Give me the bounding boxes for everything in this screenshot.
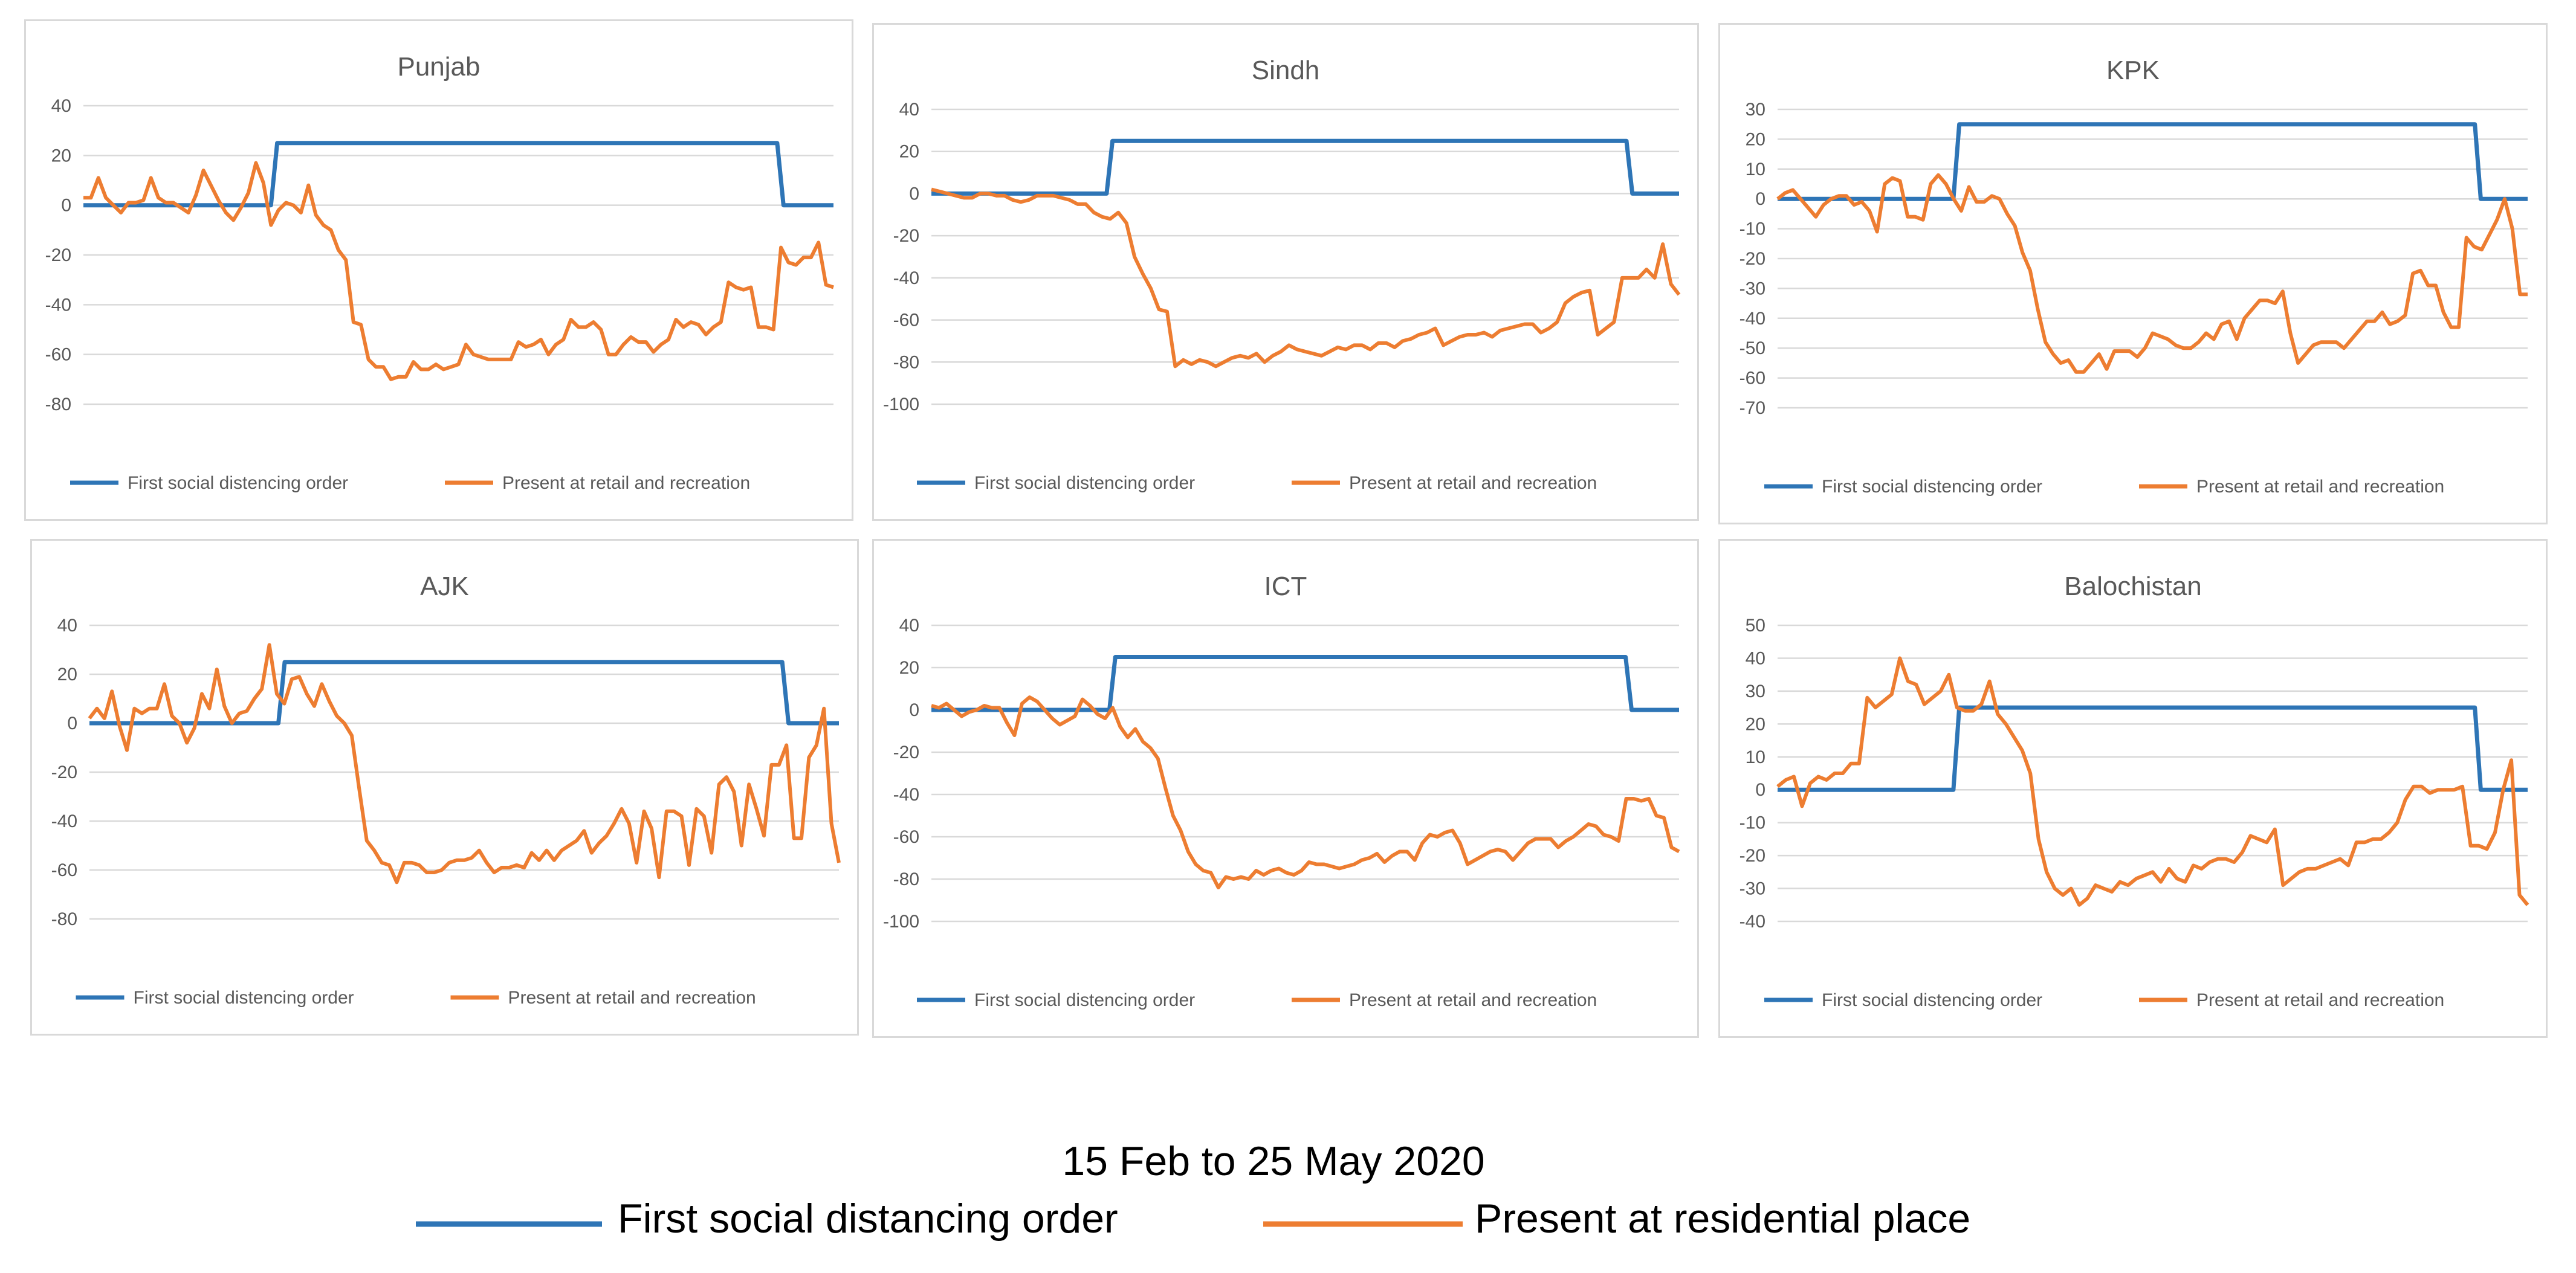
chart-title: Punjab <box>397 52 480 82</box>
series-line-retail-recreation <box>931 187 1681 369</box>
series-line-social-distancing-order <box>83 141 833 208</box>
y-tick-label: -80 <box>893 352 919 372</box>
y-tick-label: 20 <box>51 146 71 166</box>
y-tick-label: 0 <box>61 196 71 216</box>
chart-title: Balochistan <box>2064 572 2201 601</box>
y-tick-label: 40 <box>51 96 71 116</box>
chart-panel-balochistan: Balochistan 50 40 30 20 10 0 -10 -20 -30 -40 First … <box>1718 539 2548 1038</box>
series-line-retail-recreation <box>83 161 834 381</box>
y-tick-label: 40 <box>899 616 919 636</box>
legend-orange-label: Present at retail and recreation <box>1349 990 1597 1010</box>
chart-panel-sindh: Sindh 40 20 0 -20 -40 -60 -80 -100 First social d… <box>872 23 1699 521</box>
legend-blue-label: First social distencing order <box>1822 990 2042 1010</box>
chart-svg: KPK 30 20 10 0 -10 -20 -30 -40 -50 -60 -70 First soc… <box>1739 56 2528 497</box>
y-tick-label: 0 <box>67 714 77 733</box>
y-tick-label: -10 <box>1739 219 1765 239</box>
legend-blue-label: First social distencing order <box>1822 477 2042 497</box>
series-line-social-distancing-order <box>931 138 1679 196</box>
y-tick-label: 20 <box>1746 714 1765 734</box>
chart-panel-ajk: AJK 40 20 0 -20 -40 -60 -80 First social distenc… <box>30 539 859 1036</box>
y-tick-label: 20 <box>57 665 77 685</box>
y-tick-label: 50 <box>1746 616 1765 636</box>
y-tick-label: 40 <box>57 616 77 636</box>
y-tick-label: -20 <box>1739 846 1765 866</box>
series-line-social-distancing-order <box>89 660 839 726</box>
y-tick-label: -60 <box>45 345 71 365</box>
series-line-social-distancing-order <box>1778 122 2528 201</box>
y-tick-label: 20 <box>899 658 919 678</box>
legend-orange-label: Present at retail and recreation <box>2196 477 2444 497</box>
chart-svg: Balochistan 50 40 30 20 10 0 -10 -20 -30 -40 First … <box>1739 572 2529 1010</box>
chart-svg: ICT 40 20 0 -20 -40 -60 -80 -100 First social dis… <box>883 572 1680 1010</box>
y-tick-label: -20 <box>45 245 71 265</box>
y-tick-label: -60 <box>51 860 77 880</box>
chart-title: Sindh <box>1252 56 1320 85</box>
y-tick-label: -80 <box>893 869 919 889</box>
y-tick-label: -40 <box>1739 309 1765 329</box>
chart-title: ICT <box>1264 572 1307 601</box>
legend-blue-label: First social distencing order <box>974 990 1195 1010</box>
y-tick-label: -40 <box>45 295 71 315</box>
y-tick-label: 40 <box>899 100 919 120</box>
y-tick-label: -40 <box>893 785 919 805</box>
series-line-retail-recreation <box>88 643 841 885</box>
y-tick-label: -30 <box>1739 279 1765 298</box>
y-tick-label: -40 <box>51 811 77 831</box>
y-tick-label: -70 <box>1739 398 1765 418</box>
series-line-retail-recreation <box>1776 656 2529 907</box>
legend-orange-label: Present at retail and recreation <box>2196 990 2444 1010</box>
y-tick-label: 0 <box>909 184 919 204</box>
chart-svg: Sindh 40 20 0 -20 -40 -60 -80 -100 First social d… <box>883 56 1681 493</box>
chart-svg: Punjab 40 20 0 -20 -40 -60 -80 First social dist… <box>45 52 834 493</box>
y-tick-label: -40 <box>1739 912 1765 932</box>
y-tick-label: 0 <box>1755 780 1765 800</box>
caption-title: 15 Feb to 25 May 2020 <box>1062 1138 1484 1184</box>
y-tick-label: 20 <box>1746 129 1765 149</box>
y-tick-label: -100 <box>883 395 919 414</box>
y-tick-label: 30 <box>1746 682 1765 701</box>
chart-panel-ict: ICT 40 20 0 -20 -40 -60 -80 -100 First social dis… <box>872 539 1699 1038</box>
y-tick-label: -60 <box>893 311 919 330</box>
y-tick-label: -40 <box>893 268 919 288</box>
legend-orange-label: Present at retail and recreation <box>508 988 756 1008</box>
y-tick-label: 30 <box>1746 100 1765 120</box>
chart-panel-kpk: KPK 30 20 10 0 -10 -20 -30 -40 -50 -60 -70 First soc… <box>1718 23 2548 524</box>
y-tick-label: 20 <box>899 142 919 162</box>
y-tick-label: -60 <box>893 827 919 847</box>
y-tick-label: -80 <box>51 909 77 929</box>
chart-panel-punjab: Punjab 40 20 0 -20 -40 -60 -80 First social dist… <box>24 19 853 521</box>
y-tick-label: -60 <box>1739 369 1765 388</box>
y-tick-label: 40 <box>1746 648 1765 668</box>
y-tick-label: -50 <box>1739 338 1765 358</box>
legend-blue-label: First social distencing order <box>128 473 348 493</box>
chart-title: KPK <box>2106 56 2160 85</box>
caption-legend-blue-label: First social distancing order <box>618 1196 1118 1242</box>
series-line-social-distancing-order <box>931 655 1679 712</box>
y-tick-label: -80 <box>45 395 71 414</box>
legend-orange-label: Present at retail and recreation <box>1349 473 1597 493</box>
y-tick-label: 0 <box>909 700 919 720</box>
caption-legend-orange-label: Present at residential place <box>1475 1196 1970 1242</box>
y-tick-label: -30 <box>1739 879 1765 899</box>
y-tick-label: -10 <box>1739 813 1765 833</box>
chart-title: AJK <box>420 572 469 601</box>
y-tick-label: -20 <box>51 762 77 782</box>
series-line-retail-recreation <box>1776 173 2528 374</box>
chart-svg: AJK 40 20 0 -20 -40 -60 -80 First social distenc… <box>51 572 841 1008</box>
legend-orange-label: Present at retail and recreation <box>502 473 750 493</box>
y-tick-label: -100 <box>883 912 919 932</box>
y-tick-label: -20 <box>893 226 919 246</box>
series-line-retail-recreation <box>931 695 1680 889</box>
y-tick-label: -20 <box>1739 249 1765 269</box>
y-tick-label: 10 <box>1746 747 1765 767</box>
series-line-social-distancing-order <box>1778 705 2528 792</box>
y-tick-label: 10 <box>1746 160 1765 179</box>
y-tick-label: 0 <box>1755 189 1765 209</box>
legend-blue-label: First social distencing order <box>974 473 1195 493</box>
legend-blue-label: First social distencing order <box>134 988 354 1008</box>
y-tick-label: -20 <box>893 743 919 762</box>
